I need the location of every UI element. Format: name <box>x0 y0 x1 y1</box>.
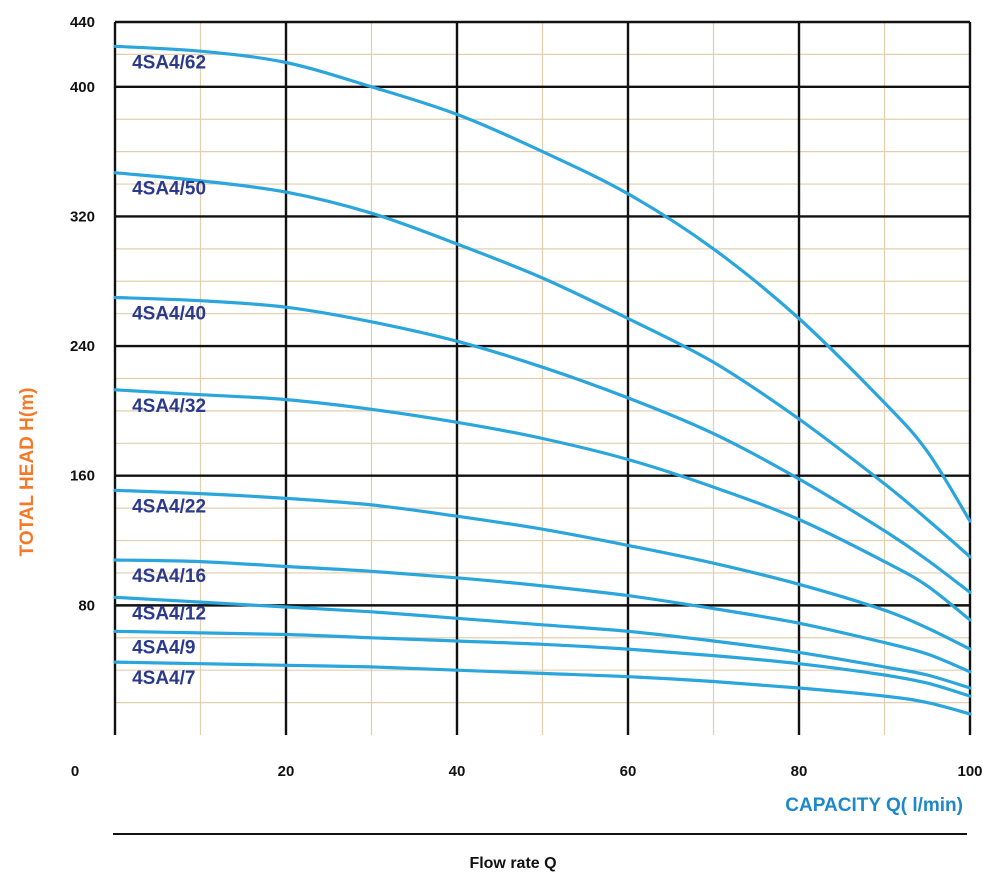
curve-4sa4-9 <box>113 629 972 698</box>
curve-4sa4-50 <box>113 171 972 559</box>
y-tick-label: 80 <box>78 597 95 614</box>
y-tick-label: 240 <box>70 338 95 355</box>
series-label: 4SA4/7 <box>132 668 195 689</box>
x-tick-label: 40 <box>449 763 466 780</box>
curve-4sa4-62 <box>113 44 972 523</box>
x-axis-label: CAPACITY Q( l/min) <box>785 795 963 816</box>
y-tick-label: 400 <box>70 79 95 96</box>
series-label: 4SA4/16 <box>132 566 206 587</box>
curve-4sa4-7 <box>113 660 972 716</box>
x-tick-label: 0 <box>71 763 79 780</box>
footer-caption: Flow rate Q <box>469 855 556 872</box>
series-label: 4SA4/40 <box>132 303 206 324</box>
series-label: 4SA4/9 <box>132 637 195 658</box>
y-tick-label: 440 <box>70 14 95 31</box>
series-label: 4SA4/50 <box>132 179 206 200</box>
x-tick-label: 80 <box>791 763 808 780</box>
series-label: 4SA4/32 <box>132 396 206 417</box>
y-tick-label: 160 <box>70 468 95 485</box>
curve-4sa4-32 <box>113 388 972 622</box>
curve-4sa4-16 <box>113 558 972 674</box>
curve-4sa4-40 <box>113 295 972 594</box>
series-label: 4SA4/12 <box>132 603 206 624</box>
series-labels: 4SA4/62 4SA4/50 4SA4/40 4SA4/32 4SA4/22 4SA4/… <box>132 52 206 689</box>
x-tick-label: 100 <box>957 763 982 780</box>
series-label: 4SA4/62 <box>132 52 206 73</box>
series-label: 4SA4/22 <box>132 496 206 517</box>
curve-4sa4-12 <box>113 595 972 690</box>
x-axis-tick-labels: 0 20 40 60 80 100 <box>71 763 983 780</box>
performance-curves <box>113 44 972 716</box>
x-tick-label: 60 <box>620 763 637 780</box>
minor-gridlines <box>115 22 970 735</box>
curve-4sa4-22 <box>113 488 972 651</box>
x-tick-label: 20 <box>278 763 295 780</box>
major-gridlines <box>113 20 972 735</box>
y-axis-tick-labels: 80 160 240 320 400 440 <box>70 14 95 614</box>
y-axis-label: TOTAL HEAD H(m) <box>17 388 38 557</box>
y-tick-label: 320 <box>70 208 95 225</box>
